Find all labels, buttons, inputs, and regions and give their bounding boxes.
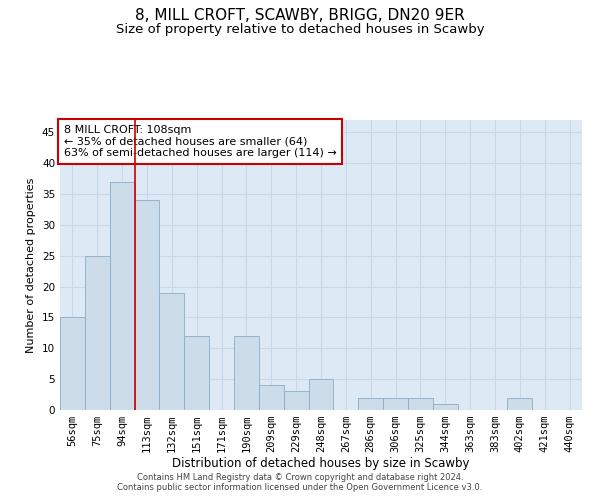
Bar — [60, 318, 85, 410]
Bar — [184, 336, 209, 410]
Bar — [160, 293, 184, 410]
Bar — [383, 398, 408, 410]
Text: Size of property relative to detached houses in Scawby: Size of property relative to detached ho… — [116, 22, 484, 36]
Bar — [134, 200, 160, 410]
Text: Distribution of detached houses by size in Scawby: Distribution of detached houses by size … — [172, 458, 470, 470]
Bar — [259, 386, 284, 410]
Bar — [358, 398, 383, 410]
Y-axis label: Number of detached properties: Number of detached properties — [26, 178, 37, 352]
Text: Contains HM Land Registry data © Crown copyright and database right 2024.
Contai: Contains HM Land Registry data © Crown c… — [118, 473, 482, 492]
Text: 8, MILL CROFT, SCAWBY, BRIGG, DN20 9ER: 8, MILL CROFT, SCAWBY, BRIGG, DN20 9ER — [135, 8, 465, 22]
Bar — [284, 392, 308, 410]
Bar — [308, 379, 334, 410]
Bar — [433, 404, 458, 410]
Bar — [110, 182, 134, 410]
Bar — [508, 398, 532, 410]
Bar — [408, 398, 433, 410]
Bar — [234, 336, 259, 410]
Bar — [85, 256, 110, 410]
Text: 8 MILL CROFT: 108sqm
← 35% of detached houses are smaller (64)
63% of semi-detac: 8 MILL CROFT: 108sqm ← 35% of detached h… — [64, 125, 337, 158]
